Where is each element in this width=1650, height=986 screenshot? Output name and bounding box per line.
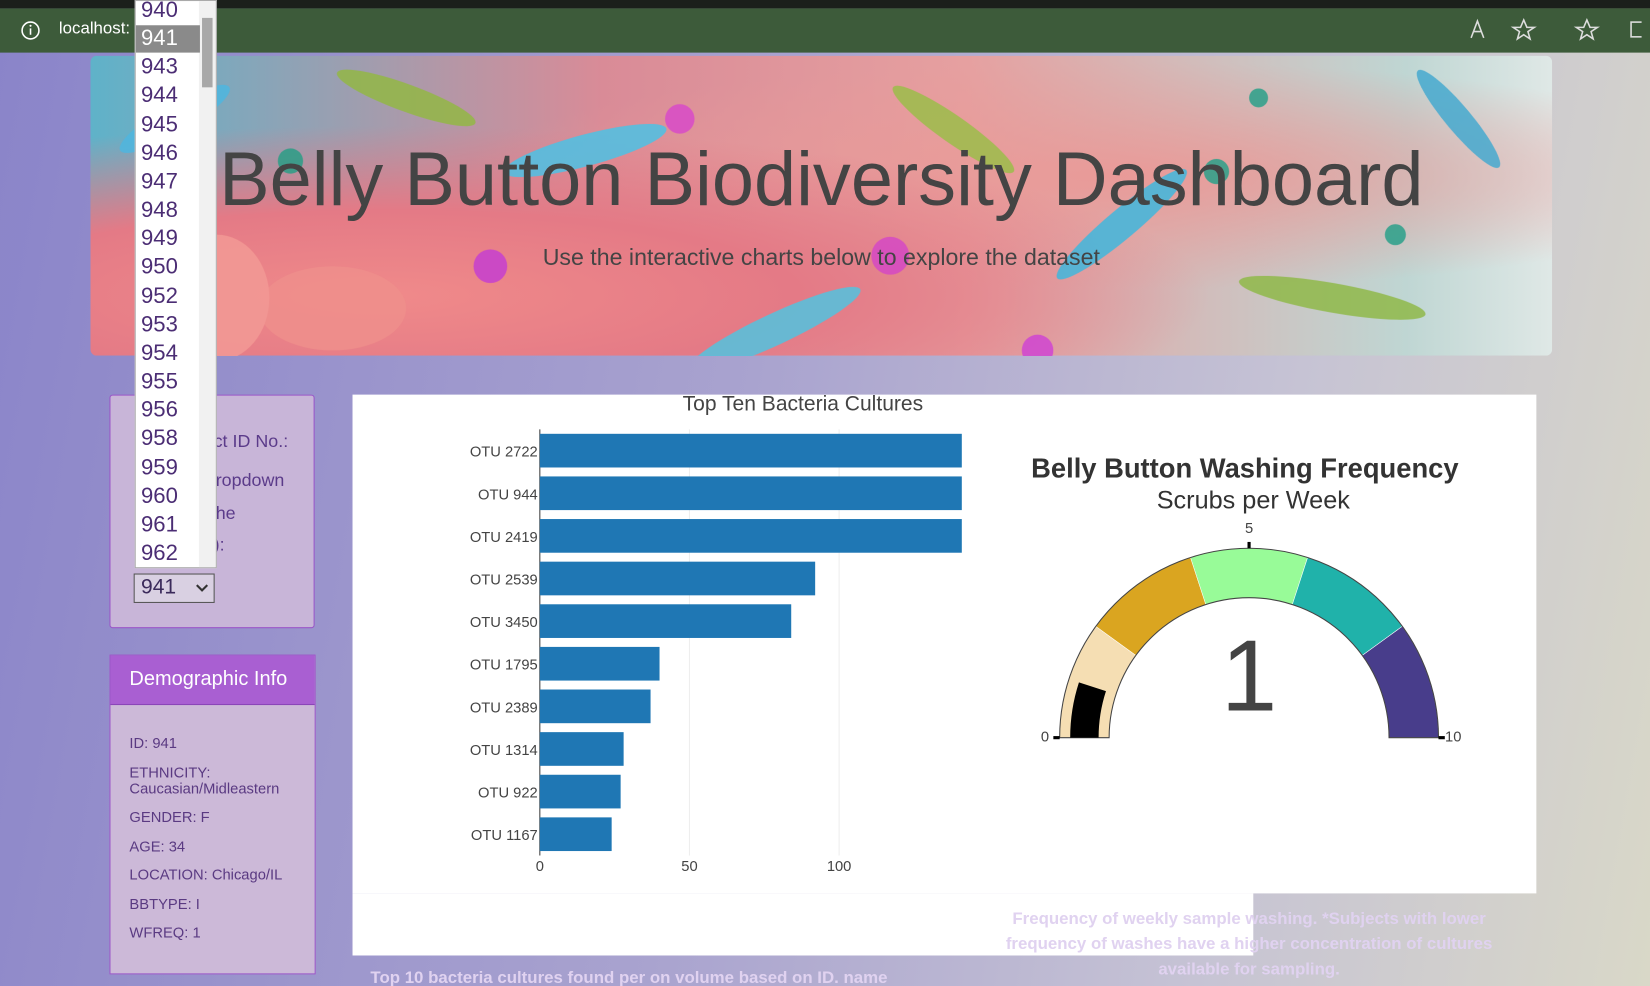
label-fragment: he <box>215 502 236 523</box>
bar <box>539 604 792 638</box>
y-tick-label: OTU 3450 <box>470 615 538 631</box>
bar <box>539 519 962 553</box>
dropdown-option[interactable]: 962 <box>141 540 178 566</box>
y-tick-label: OTU 1167 <box>471 828 538 844</box>
dropdown-option[interactable]: 952 <box>141 283 178 308</box>
demographic-item: ETHNICITY: Caucasian/Midleastern <box>129 763 280 797</box>
y-tick-label: OTU 922 <box>478 786 538 802</box>
label-fragment: ropdown <box>215 470 285 491</box>
demographic-item: WFREQ: 1 <box>129 923 201 941</box>
y-tick-label: OTU 2419 <box>470 530 538 546</box>
label-fragment: ): <box>213 534 225 555</box>
dropdown-option[interactable]: 949 <box>141 226 178 251</box>
dropdown-option[interactable]: 955 <box>141 369 178 394</box>
label-fragment: ct ID No.: <box>213 431 289 452</box>
bar-caption: Top 10 bacteria cultures found per on vo… <box>370 969 888 986</box>
bar <box>539 774 621 809</box>
banner <box>90 55 1553 356</box>
dropdown-list[interactable]: 940 941 943 944 945 946 947 948 949 950 952 953 954 9… <box>134 0 217 569</box>
demographic-item: ID: 941 <box>129 734 177 752</box>
gauge-title: Belly Button Washing Frequency <box>1031 453 1459 484</box>
dropdown-option[interactable]: 961 <box>141 512 178 537</box>
demographic-item: LOCATION: Chicago/IL <box>129 866 283 883</box>
dropdown-option[interactable]: 954 <box>141 340 178 366</box>
gauge-tick-label: 5 <box>1245 521 1253 537</box>
selected-value[interactable]: 941 <box>141 575 177 599</box>
panel-heading: Demographic Info <box>110 655 315 706</box>
gauge-outline <box>1059 547 1440 739</box>
dropdown-option[interactable]: 953 <box>141 312 178 337</box>
x-tick-label: 50 <box>681 859 697 875</box>
page-subtitle: Use the interactive charts below to expl… <box>542 244 1100 271</box>
bar <box>539 646 660 681</box>
x-tick-label: 100 <box>827 859 852 875</box>
dropdown-option[interactable]: 941 <box>135 25 200 53</box>
dropdown-option[interactable]: 960 <box>141 483 178 508</box>
dropdown-option[interactable]: 943 <box>141 55 178 80</box>
gauge-tick-label: 0 <box>1041 730 1049 746</box>
y-tick-label: OTU 1314 <box>470 743 538 759</box>
url[interactable]: localhost: <box>58 19 131 38</box>
dropdown-option[interactable]: 940 <box>141 0 178 23</box>
gauge-step <box>1190 548 1308 605</box>
x-tick-label: 0 <box>536 859 544 875</box>
gauge-value: 1 <box>1221 621 1277 733</box>
scroll-thumb[interactable] <box>202 17 213 88</box>
dropdown-option[interactable]: 950 <box>141 255 178 280</box>
dropdown-option[interactable]: 945 <box>141 112 178 137</box>
bar <box>539 817 612 852</box>
bar <box>539 561 816 596</box>
gauge-tick-label: 10 <box>1445 730 1461 746</box>
y-tick-label: OTU 2722 <box>470 445 538 461</box>
y-tick-label: OTU 944 <box>478 487 538 503</box>
tab-strip <box>0 0 1650 9</box>
demographic-panel: Demographic Info ID: 941 ETHNICITY: Cauca… <box>109 654 316 975</box>
scrollbar[interactable] <box>198 1 216 568</box>
bar <box>539 433 962 468</box>
y-tick-label: OTU 2389 <box>470 700 538 716</box>
address-bar[interactable]: localhost: <box>0 8 1650 53</box>
info-icon[interactable] <box>19 19 42 42</box>
page-title: Belly Button Biodiversity Dashboard <box>219 137 1424 223</box>
chart-panel <box>352 893 1254 956</box>
bar <box>539 689 651 724</box>
dropdown-option[interactable]: 956 <box>141 398 178 423</box>
dropdown-option[interactable]: 947 <box>141 169 178 194</box>
gauge-bar <box>1070 682 1106 738</box>
dropdown-option[interactable]: 944 <box>141 83 178 108</box>
gauge-subtitle: Scrubs per Week <box>1157 487 1351 515</box>
demographic-item: AGE: 34 <box>129 837 186 855</box>
demographic-item: BBTYPE: I <box>129 895 200 913</box>
demographic-item: GENDER: F <box>129 808 210 826</box>
browser-icons[interactable] <box>1463 17 1642 44</box>
bar <box>539 732 624 766</box>
chart-title: Top Ten Bacteria Cultures <box>683 393 923 416</box>
dropdown-option[interactable]: 948 <box>141 197 178 223</box>
gauge-caption: Frequency of weekly sample washing. *Sub… <box>1005 910 1493 979</box>
bar <box>539 476 962 511</box>
chevron[interactable] <box>196 583 209 594</box>
y-tick-label: OTU 2539 <box>470 572 538 588</box>
dropdown-option[interactable]: 946 <box>141 140 178 165</box>
dropdown-option[interactable]: 958 <box>141 426 178 451</box>
y-tick-label: OTU 1795 <box>470 658 538 674</box>
dropdown-option[interactable]: 959 <box>141 455 178 480</box>
id-select[interactable]: 941 <box>133 573 215 603</box>
